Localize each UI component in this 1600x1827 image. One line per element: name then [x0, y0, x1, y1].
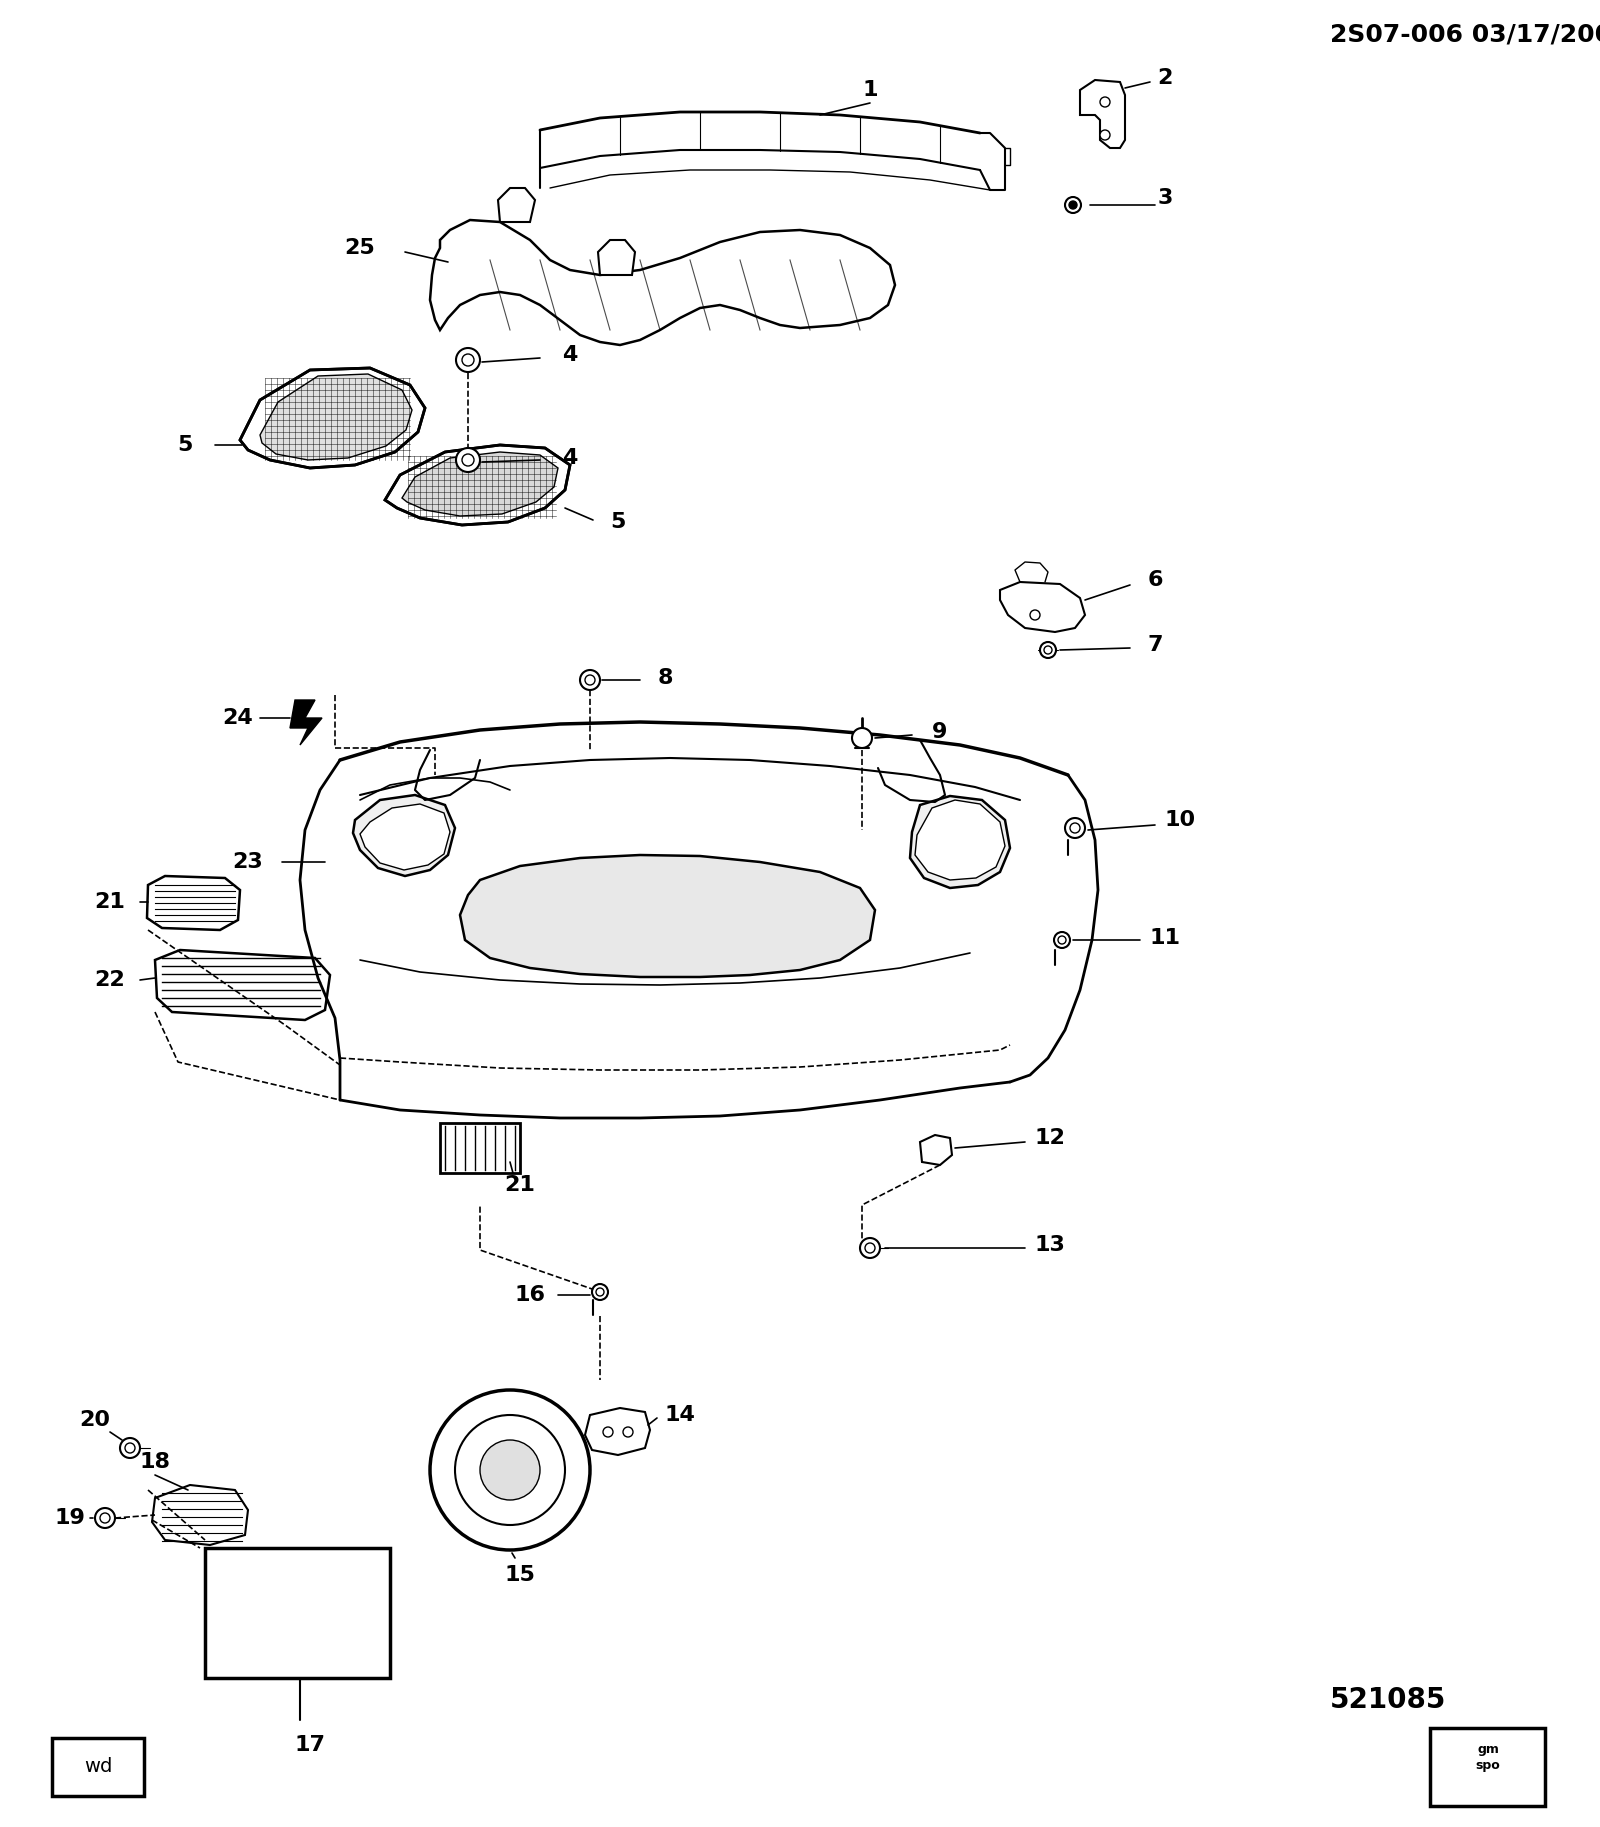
Circle shape [1466, 1734, 1510, 1778]
Text: 521085: 521085 [1330, 1686, 1446, 1714]
Text: 13: 13 [1035, 1235, 1066, 1255]
Text: wd: wd [83, 1758, 112, 1776]
Polygon shape [586, 1409, 650, 1454]
Text: 15: 15 [504, 1566, 536, 1586]
Circle shape [1069, 201, 1077, 208]
Polygon shape [402, 451, 558, 515]
Circle shape [454, 1414, 565, 1526]
Circle shape [1066, 818, 1085, 839]
Circle shape [622, 1427, 634, 1438]
Bar [1430, 1728, 1546, 1807]
Text: 5: 5 [610, 512, 626, 532]
Text: spo: spo [1475, 1759, 1501, 1772]
Text: 10: 10 [1165, 809, 1195, 829]
Text: 9: 9 [933, 722, 947, 742]
Text: 24: 24 [222, 709, 253, 727]
Text: 14: 14 [664, 1405, 696, 1425]
Circle shape [603, 1427, 613, 1438]
Circle shape [462, 354, 474, 365]
Circle shape [1101, 97, 1110, 108]
Polygon shape [1080, 80, 1125, 148]
Circle shape [99, 1513, 110, 1524]
Polygon shape [152, 1485, 248, 1546]
Text: 2: 2 [1157, 68, 1173, 88]
Polygon shape [920, 1135, 952, 1166]
Circle shape [851, 727, 872, 747]
Text: 25: 25 [344, 238, 376, 258]
Text: 21: 21 [504, 1175, 536, 1195]
Circle shape [586, 674, 595, 685]
Circle shape [866, 1242, 875, 1253]
Bar [51, 1737, 144, 1796]
Text: 6: 6 [1147, 570, 1163, 590]
Text: 12: 12 [1035, 1127, 1066, 1147]
Polygon shape [386, 446, 570, 524]
Text: 20: 20 [80, 1410, 110, 1431]
Text: 22: 22 [94, 970, 125, 990]
Polygon shape [155, 950, 330, 1019]
Bar [205, 1547, 390, 1677]
Text: 2S07-006 03/17/2004: 2S07-006 03/17/2004 [1330, 24, 1600, 48]
Polygon shape [1000, 583, 1085, 632]
Circle shape [1101, 130, 1110, 141]
Circle shape [125, 1443, 134, 1452]
Circle shape [456, 448, 480, 471]
Polygon shape [598, 239, 635, 276]
Polygon shape [360, 804, 450, 870]
Circle shape [1058, 935, 1066, 945]
Text: 7: 7 [1147, 636, 1163, 656]
Circle shape [94, 1507, 115, 1527]
Text: 21: 21 [94, 892, 125, 912]
Circle shape [1040, 641, 1056, 658]
Circle shape [592, 1284, 608, 1301]
Polygon shape [910, 797, 1010, 888]
Circle shape [120, 1438, 141, 1458]
Text: 19: 19 [54, 1507, 85, 1527]
Text: 4: 4 [562, 345, 578, 365]
Circle shape [1030, 610, 1040, 619]
Text: 16: 16 [515, 1284, 546, 1304]
Text: 8: 8 [658, 669, 672, 689]
Circle shape [430, 1390, 590, 1549]
Circle shape [595, 1288, 605, 1295]
Text: gm: gm [1477, 1743, 1499, 1756]
Text: 4: 4 [562, 448, 578, 468]
Polygon shape [259, 375, 413, 460]
Text: 5: 5 [178, 435, 192, 455]
Polygon shape [430, 219, 894, 345]
Polygon shape [461, 855, 875, 977]
Circle shape [861, 1239, 880, 1259]
Circle shape [1070, 822, 1080, 833]
Polygon shape [240, 367, 426, 468]
Text: 3: 3 [1157, 188, 1173, 208]
Polygon shape [498, 188, 534, 223]
Circle shape [1043, 647, 1053, 654]
Polygon shape [147, 875, 240, 930]
Text: 11: 11 [1149, 928, 1181, 948]
Polygon shape [915, 800, 1005, 881]
Polygon shape [290, 700, 322, 745]
Circle shape [456, 347, 480, 373]
Text: 1: 1 [862, 80, 878, 100]
Polygon shape [354, 795, 454, 875]
Circle shape [1054, 932, 1070, 948]
Circle shape [480, 1440, 541, 1500]
Circle shape [1066, 197, 1082, 214]
Circle shape [462, 453, 474, 466]
Circle shape [579, 671, 600, 691]
Text: 18: 18 [139, 1452, 171, 1473]
Text: 23: 23 [232, 851, 264, 871]
Polygon shape [440, 1124, 520, 1173]
Text: 17: 17 [294, 1736, 325, 1756]
